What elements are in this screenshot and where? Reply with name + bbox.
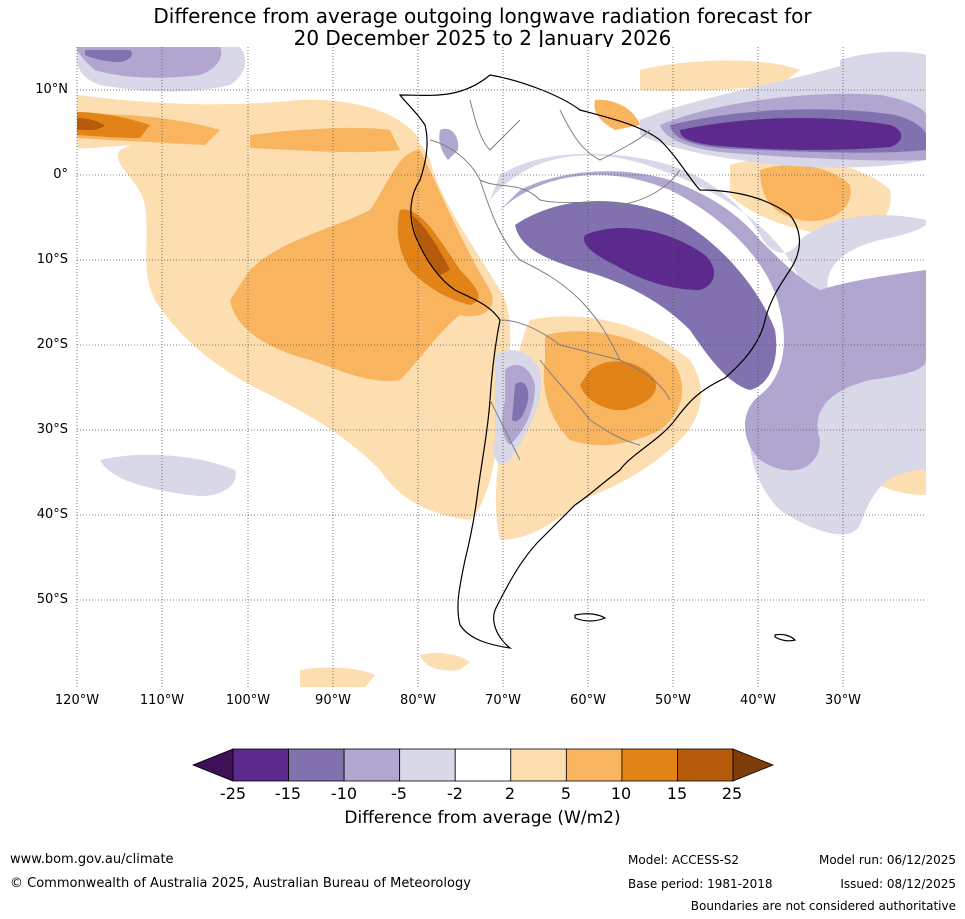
- colorbar-arrow-low: [191, 748, 234, 782]
- lon-label-100w: 100°W: [225, 693, 271, 708]
- lat-label-40s: 40°S: [36, 507, 68, 522]
- colorbar-swatch: [565, 748, 623, 782]
- graticule: [76, 47, 926, 687]
- issued-text: Issued: 08/12/2025: [840, 877, 956, 891]
- colorbar-tick-label: -10: [330, 784, 358, 803]
- colorbar: [191, 748, 775, 782]
- colorbar-tick-label: -2: [447, 784, 463, 803]
- colorbar-tick-label: 10: [610, 784, 632, 803]
- colorbar-tick-label: -25: [219, 784, 247, 803]
- lat-label-30s: 30°S: [36, 422, 68, 437]
- lat-label-10n: 10°N: [35, 82, 68, 97]
- country-borders: [429, 99, 681, 461]
- lat-label-20s: 20°S: [36, 337, 68, 352]
- base-period-text: Base period: 1981-2018: [628, 877, 773, 891]
- model-text: Model: ACCESS-S2: [628, 853, 740, 867]
- model-run-text: Model run: 06/12/2025: [818, 853, 956, 867]
- colorbar-swatch: [510, 748, 567, 782]
- disclaimer-text: Boundaries are not considered authoritat…: [690, 899, 956, 913]
- lon-label-80w: 80°W: [400, 693, 436, 708]
- colorbar-tick-label: 25: [721, 784, 743, 803]
- lon-label-120w: 120°W: [54, 693, 100, 708]
- lon-label-90w: 90°W: [315, 693, 351, 708]
- colorbar-tick-label: 15: [666, 784, 688, 803]
- colorbar-swatch: [677, 748, 734, 782]
- map-title-line-1: Difference from average outgoing longwav…: [153, 4, 812, 28]
- colorbar-swatch: [232, 748, 289, 782]
- anomaly-region-eastpacific-moderate: [230, 150, 493, 381]
- colorbar-tick-label: 5: [560, 784, 572, 803]
- anomaly-field: [77, 47, 926, 687]
- colorbar-title: Difference from average (W/m2): [344, 808, 621, 828]
- lon-label-30w: 30°W: [825, 693, 861, 708]
- lat-label-0: 0°: [53, 167, 68, 182]
- lon-label-70w: 70°W: [485, 693, 521, 708]
- copyright-text: © Commonwealth of Australia 2025, Austra…: [10, 876, 471, 891]
- colorbar-tick-label: -15: [274, 784, 302, 803]
- coastline: [398, 74, 800, 649]
- colorbar-swatch: [343, 748, 401, 782]
- website-link[interactable]: www.bom.gov.au/climate: [10, 852, 174, 867]
- colorbar-tick-label: -5: [391, 784, 407, 803]
- map-title-line-2: 20 December 2025 to 2 January 2026: [293, 26, 672, 50]
- colorbar-swatch: [621, 748, 678, 782]
- colorbar-swatch: [454, 748, 512, 782]
- lon-label-110w: 110°W: [139, 693, 185, 708]
- lat-label-10s: 10°S: [36, 252, 68, 267]
- lon-label-50w: 50°W: [655, 693, 691, 708]
- colorbar-tick-label: 2: [504, 784, 516, 803]
- colorbar-swatch: [399, 748, 456, 782]
- lon-label-40w: 40°W: [740, 693, 776, 708]
- lat-label-50s: 50°S: [36, 592, 68, 607]
- colorbar-arrow-high: [732, 748, 775, 782]
- colorbar-swatch: [288, 748, 345, 782]
- lon-label-60w: 60°W: [570, 693, 606, 708]
